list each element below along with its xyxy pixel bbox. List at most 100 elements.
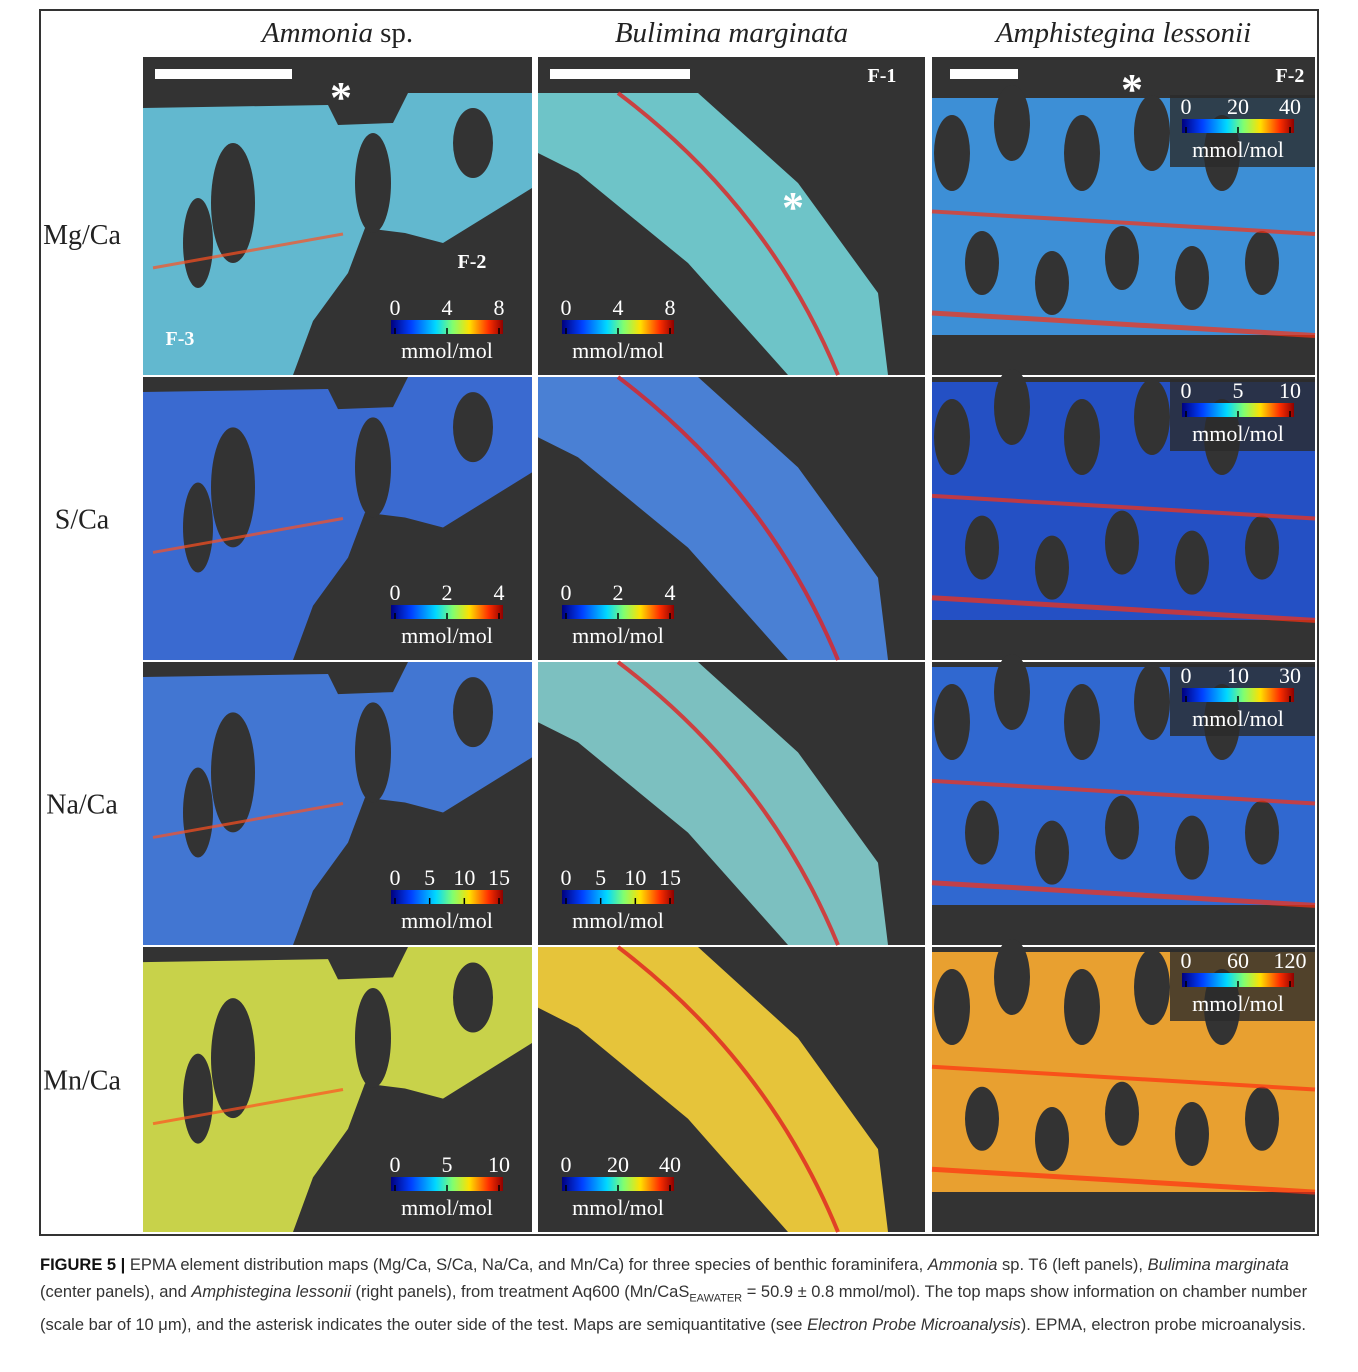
enriched-band xyxy=(152,517,344,554)
enriched-band xyxy=(931,595,1316,623)
scale-bar xyxy=(155,69,292,79)
pore xyxy=(1245,1086,1279,1151)
pore xyxy=(1035,1107,1069,1172)
pore xyxy=(1035,820,1069,885)
chamber-label: F-2 xyxy=(1276,65,1305,87)
pore xyxy=(1035,251,1069,315)
row-label: S/Ca xyxy=(55,505,110,536)
specimen xyxy=(538,662,888,945)
colorbar xyxy=(562,320,674,334)
pore xyxy=(1245,515,1279,580)
scale-bar xyxy=(950,69,1018,79)
colorbar-tick-label: 10 xyxy=(453,865,475,890)
pore xyxy=(1175,1101,1209,1166)
pore xyxy=(1134,664,1170,740)
colorbar-tick-label: 0 xyxy=(390,865,401,890)
chamber-void xyxy=(355,133,391,233)
pore xyxy=(1134,379,1170,455)
specimen xyxy=(538,947,888,1232)
colorbar-tick-label: 4 xyxy=(494,580,505,605)
pore xyxy=(1064,115,1100,191)
colorbar-tick-label: 0 xyxy=(390,1152,401,1177)
pore xyxy=(1105,1081,1139,1146)
colorbar xyxy=(562,605,674,619)
enriched-band xyxy=(931,880,1316,908)
colorbar-tick-label: 20 xyxy=(607,1152,629,1177)
colorbar-tick-label: 40 xyxy=(1279,94,1301,119)
enriched-band xyxy=(616,945,840,1233)
colorbar-tick-label: 10 xyxy=(1227,663,1249,688)
caption: FIGURE 5 | EPMA element distribution map… xyxy=(40,1252,1320,1339)
colorbar-tick-label: 2 xyxy=(442,580,453,605)
enriched-band xyxy=(616,660,840,946)
colorbar-unit: mmol/mol xyxy=(401,908,493,933)
caption-normal: (center panels), and xyxy=(40,1283,192,1301)
colorbar-tick-label: 20 xyxy=(1227,94,1249,119)
enriched-band xyxy=(931,1064,1316,1092)
colorbar-tick-label: 5 xyxy=(595,865,606,890)
colorbar-tick-label: 0 xyxy=(1181,948,1192,973)
pore xyxy=(994,369,1030,445)
element-map xyxy=(143,947,532,1232)
pore xyxy=(1245,231,1279,295)
column-title: Ammonia sp. xyxy=(260,17,413,49)
enriched-band xyxy=(931,310,1316,339)
caption-normal: = 50.9 ± 0.8 mmol/mol). The top maps sho… xyxy=(40,1283,1308,1335)
pore xyxy=(994,85,1030,161)
pore xyxy=(1064,684,1100,760)
colorbar-tick-label: 5 xyxy=(1233,378,1244,403)
colorbar-tick-label: 0 xyxy=(390,295,401,320)
colorbar xyxy=(391,320,503,334)
caption-italic: Electron Probe Microanalysis xyxy=(807,1316,1021,1335)
asterisk: * xyxy=(782,183,804,232)
colorbar-tick-label: 0 xyxy=(561,295,572,320)
colorbar-unit: mmol/mol xyxy=(572,338,664,363)
pore xyxy=(965,1086,999,1151)
column-title: Amphistegina lessonii xyxy=(994,17,1251,49)
chamber-void xyxy=(183,1053,213,1144)
pore xyxy=(1064,399,1100,475)
colorbar xyxy=(391,890,503,904)
caption-normal: ). EPMA, electron probe microanalysis. xyxy=(1020,1316,1306,1335)
pore xyxy=(965,800,999,865)
chamber-void xyxy=(453,962,493,1033)
colorbar-tick-label: 10 xyxy=(488,1152,510,1177)
column-title: Bulimina marginata xyxy=(615,17,848,49)
colorbar xyxy=(391,1177,503,1191)
colorbar-tick-label: 2 xyxy=(613,580,624,605)
pore xyxy=(934,399,970,475)
chamber-void xyxy=(211,427,255,548)
caption-bold: FIGURE 5 | xyxy=(40,1256,130,1274)
pore xyxy=(1105,795,1139,860)
chamber-void xyxy=(453,108,493,178)
element-map xyxy=(931,939,1316,1195)
colorbar-unit: mmol/mol xyxy=(572,1195,664,1220)
pore xyxy=(965,515,999,580)
enriched-band xyxy=(616,375,840,661)
caption-sub: EAWATER xyxy=(689,1292,743,1305)
asterisk: * xyxy=(330,73,352,122)
pore xyxy=(1245,800,1279,865)
figure: Ammonia sp. Bulimina marginata Amphistegina… xyxy=(39,9,1319,1236)
caption-normal: (right panels), from treatment Aq600 (Mn… xyxy=(350,1283,690,1301)
colorbar-tick-label: 60 xyxy=(1227,948,1249,973)
colorbar-tick-label: 0 xyxy=(1181,94,1192,119)
caption-italic: Amphistegina lessonii xyxy=(191,1283,351,1301)
element-map xyxy=(538,945,888,1233)
column-title-species: Ammonia xyxy=(260,17,373,49)
colorbar-tick-label: 40 xyxy=(659,1152,681,1177)
element-map xyxy=(143,662,532,945)
chamber-void xyxy=(453,392,493,463)
colorbar xyxy=(391,605,503,619)
element-map xyxy=(143,93,532,375)
chamber-void xyxy=(211,143,255,263)
pore xyxy=(1105,226,1139,290)
element-map xyxy=(538,375,888,661)
colorbar-unit: mmol/mol xyxy=(572,623,664,648)
colorbar-tick-label: 0 xyxy=(561,580,572,605)
enriched-band xyxy=(152,1088,344,1126)
pore xyxy=(934,115,970,191)
pore xyxy=(1105,510,1139,575)
enriched-band xyxy=(931,209,1316,236)
colorbar-tick-label: 10 xyxy=(624,865,646,890)
